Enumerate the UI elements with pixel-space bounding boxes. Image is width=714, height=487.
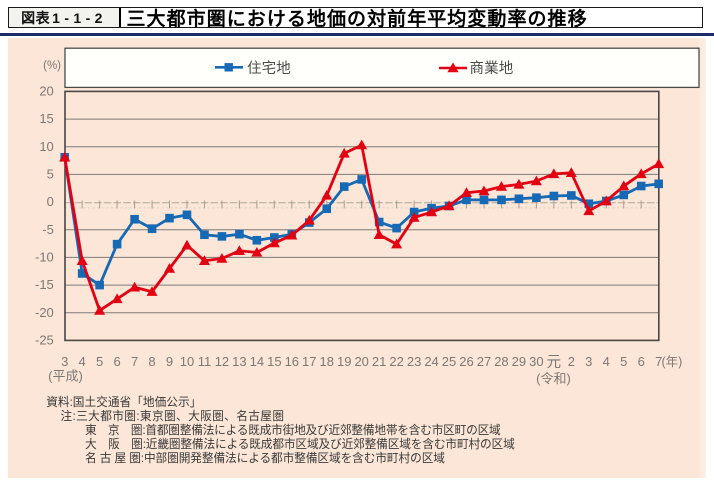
svg-text:元: 元 xyxy=(547,354,562,370)
svg-text:6: 6 xyxy=(638,354,645,369)
svg-text:23: 23 xyxy=(407,354,421,369)
svg-text:15: 15 xyxy=(267,354,281,369)
svg-text:10: 10 xyxy=(180,354,194,369)
svg-text:29: 29 xyxy=(512,354,526,369)
svg-text:27: 27 xyxy=(477,354,491,369)
svg-text:20: 20 xyxy=(354,354,368,369)
svg-text:15: 15 xyxy=(39,111,53,126)
svg-text:商業地: 商業地 xyxy=(470,60,514,77)
svg-text:13: 13 xyxy=(232,354,246,369)
svg-text:(令和): (令和) xyxy=(536,371,571,386)
svg-text:5: 5 xyxy=(96,354,103,369)
svg-text:30: 30 xyxy=(529,354,543,369)
svg-text:4: 4 xyxy=(79,354,86,369)
svg-text:18: 18 xyxy=(320,354,334,369)
svg-text:住宅地: 住宅地 xyxy=(247,60,291,77)
svg-text:9: 9 xyxy=(166,354,173,369)
svg-text:注:三大都市圏:東京圏、大阪圏、名古屋圏: 注:三大都市圏:東京圏、大阪圏、名古屋圏 xyxy=(61,409,285,423)
svg-text:資料:国土交通省「地価公示」: 資料:国土交通省「地価公示」 xyxy=(46,395,201,409)
svg-text:11: 11 xyxy=(198,354,212,369)
svg-text:17: 17 xyxy=(302,354,316,369)
svg-text:22: 22 xyxy=(389,354,403,369)
svg-text:25: 25 xyxy=(442,354,456,369)
svg-text:10: 10 xyxy=(39,139,53,154)
svg-text:5: 5 xyxy=(47,166,54,181)
svg-text:東 京 圏:首都圏整備法による既成市街地及び近郊整備地帯を含: 東 京 圏:首都圏整備法による既成市街地及び近郊整備地帯を含む市区町の区域 xyxy=(85,423,501,437)
svg-text:大 阪 圏:近畿圏整備法による既成都市区域及び近郊整備区域を: 大 阪 圏:近畿圏整備法による既成都市区域及び近郊整備区域を含む市町村の区域 xyxy=(85,437,515,451)
svg-text:21: 21 xyxy=(372,354,386,369)
svg-text:4: 4 xyxy=(603,354,610,369)
svg-text:26: 26 xyxy=(459,354,473,369)
svg-text:19: 19 xyxy=(337,354,351,369)
svg-text:名 古 屋 圏:中部圏開発整備法による都市整備区域を含む市町: 名 古 屋 圏:中部圏開発整備法による都市整備区域を含む市町村の区域 xyxy=(85,451,445,465)
svg-text:14: 14 xyxy=(250,354,264,369)
svg-text:-15: -15 xyxy=(35,277,54,292)
svg-text:-25: -25 xyxy=(35,332,54,347)
svg-text:6: 6 xyxy=(113,354,120,369)
svg-text:0: 0 xyxy=(47,194,54,209)
svg-text:24: 24 xyxy=(424,354,438,369)
svg-text:3: 3 xyxy=(61,354,68,369)
svg-text:20: 20 xyxy=(39,83,53,98)
svg-text:16: 16 xyxy=(285,354,299,369)
svg-text:(%): (%) xyxy=(43,60,61,72)
svg-text:7: 7 xyxy=(655,354,662,369)
svg-text:28: 28 xyxy=(494,354,508,369)
svg-text:2: 2 xyxy=(568,354,575,369)
svg-text:5: 5 xyxy=(620,354,627,369)
svg-text:-10: -10 xyxy=(35,249,54,264)
svg-text:(年): (年) xyxy=(662,355,683,369)
svg-text:(平成): (平成) xyxy=(48,369,83,384)
svg-text:-5: -5 xyxy=(42,222,54,237)
svg-text:8: 8 xyxy=(148,354,155,369)
svg-text:3: 3 xyxy=(585,354,592,369)
svg-text:12: 12 xyxy=(215,354,229,369)
svg-text:-20: -20 xyxy=(35,305,54,320)
svg-text:7: 7 xyxy=(131,354,138,369)
